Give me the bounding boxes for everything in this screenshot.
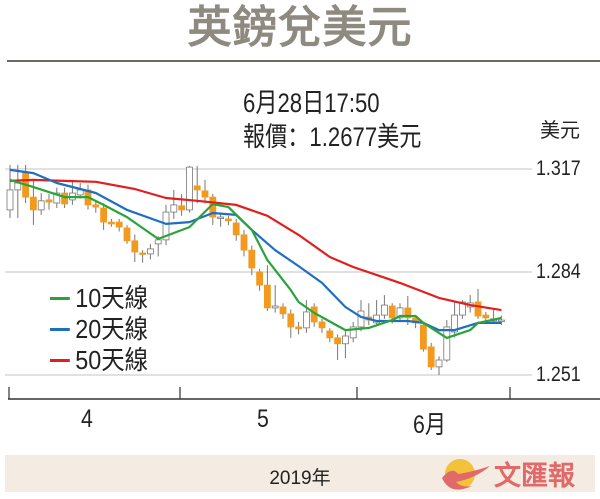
candle-up bbox=[443, 326, 451, 361]
x-axis bbox=[8, 387, 600, 400]
ma20-line bbox=[9, 168, 502, 332]
candle-up bbox=[349, 326, 357, 339]
candle-up bbox=[170, 204, 178, 213]
candle-up bbox=[341, 335, 349, 345]
legend: 10天線 20天線 50天線 bbox=[50, 283, 159, 376]
candle-up bbox=[217, 216, 225, 219]
candle-down bbox=[474, 301, 482, 317]
candle-up bbox=[458, 301, 466, 316]
candle-up bbox=[380, 304, 388, 316]
ma50-line bbox=[9, 178, 502, 312]
candle-up bbox=[162, 211, 170, 241]
candle-down bbox=[419, 324, 427, 350]
candle-down bbox=[256, 271, 264, 286]
moving-average-lines bbox=[9, 168, 502, 339]
chart-title: 英鎊兌美元 bbox=[187, 2, 413, 53]
legend-label: 20天線 bbox=[75, 314, 149, 344]
candle-down bbox=[123, 227, 131, 242]
x-tick-label: 4 bbox=[81, 405, 93, 433]
candle-up bbox=[154, 239, 162, 245]
candle-down bbox=[240, 234, 248, 251]
candle-down bbox=[279, 306, 287, 315]
candle-up bbox=[373, 314, 381, 324]
legend-swatch bbox=[50, 328, 70, 331]
legend-label: 50天線 bbox=[75, 345, 149, 375]
candle-down bbox=[45, 199, 53, 203]
candle-up bbox=[37, 200, 45, 211]
legend-label: 10天線 bbox=[75, 283, 149, 313]
candle-down bbox=[108, 221, 115, 225]
x-tick-label: 6月 bbox=[413, 411, 447, 439]
y-axis-unit: 美元 bbox=[540, 120, 580, 142]
candle-down bbox=[224, 218, 232, 222]
quote-datetime: 6月28日17:50 bbox=[243, 88, 380, 118]
candle-up bbox=[302, 311, 310, 329]
candle-up bbox=[451, 314, 459, 333]
legend-item-ma20: 20天線 bbox=[50, 314, 148, 345]
footer-band: 2019年 bbox=[5, 455, 595, 492]
candle-down bbox=[178, 205, 186, 211]
candle-down bbox=[263, 284, 271, 309]
candle-up bbox=[435, 359, 443, 368]
y-tick-label: 1.317 bbox=[536, 157, 581, 180]
candle-up bbox=[6, 189, 14, 211]
gridlines bbox=[5, 168, 532, 376]
candle-down bbox=[232, 222, 240, 236]
candle-down bbox=[248, 249, 256, 269]
x-tick-label: 5 bbox=[257, 405, 269, 433]
candle-up bbox=[497, 319, 505, 322]
candle-down bbox=[318, 321, 326, 329]
candle-down bbox=[61, 192, 68, 205]
candle-up bbox=[396, 307, 404, 319]
quote-info: 6月28日17:50 報價：1.2677美元 bbox=[243, 86, 421, 154]
title-divider bbox=[7, 60, 600, 62]
candle-down bbox=[388, 305, 396, 319]
candle-down bbox=[287, 313, 295, 328]
y-tick-label: 1.284 bbox=[536, 260, 581, 283]
wenweipo-logo: 文匯報 bbox=[442, 459, 576, 492]
candle-up bbox=[146, 248, 154, 255]
svg-text:文匯報: 文匯報 bbox=[494, 460, 576, 492]
candle-up bbox=[271, 305, 279, 309]
legend-swatch bbox=[50, 297, 70, 300]
candle-down bbox=[193, 185, 201, 191]
candle-down bbox=[404, 307, 412, 319]
candle-down bbox=[482, 314, 490, 319]
candle-up bbox=[357, 310, 365, 328]
legend-item-ma10: 10天線 bbox=[50, 283, 148, 314]
candle-down bbox=[326, 330, 334, 339]
candle-up bbox=[53, 192, 61, 204]
candle-down bbox=[92, 204, 100, 208]
candle-down bbox=[131, 240, 139, 253]
candle-down bbox=[334, 337, 342, 345]
candle-down bbox=[427, 346, 435, 368]
candle-down bbox=[115, 221, 123, 228]
candle-down bbox=[295, 326, 303, 330]
year-label: 2019年 bbox=[269, 468, 331, 489]
ma10-line bbox=[9, 178, 502, 339]
candle-up bbox=[185, 166, 193, 211]
legend-item-ma50: 50天線 bbox=[50, 345, 148, 376]
legend-swatch bbox=[50, 359, 70, 362]
candle-down bbox=[201, 190, 209, 198]
quote-price: 報價：1.2677美元 bbox=[243, 122, 422, 152]
candle-down bbox=[29, 196, 37, 211]
y-tick-label: 1.251 bbox=[536, 363, 581, 386]
candle-down bbox=[100, 207, 107, 223]
candle-down bbox=[139, 252, 147, 255]
